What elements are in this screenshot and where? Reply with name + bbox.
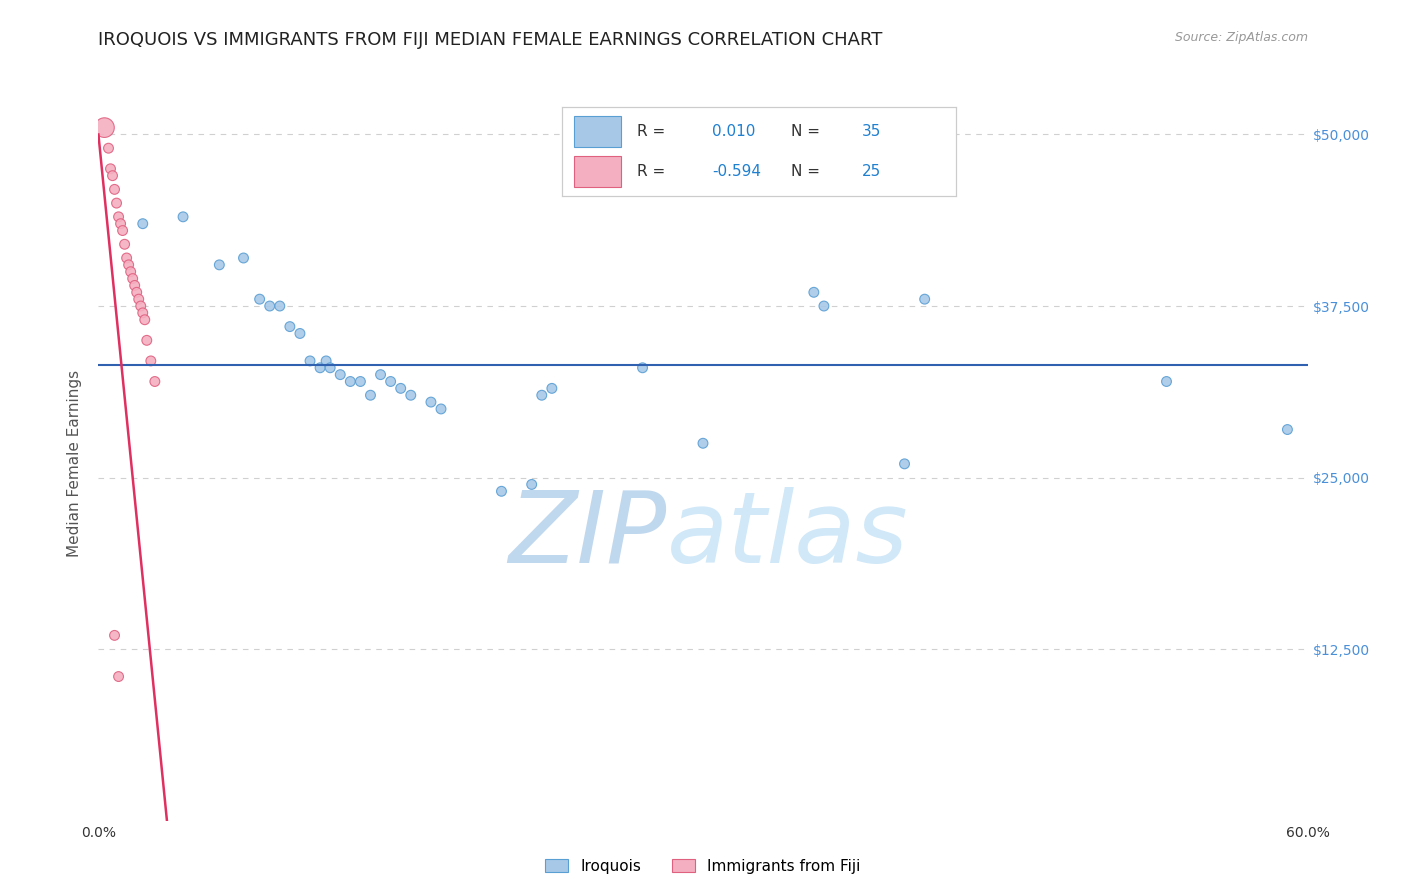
Point: [520, 477, 543, 491]
Point: [97, 141, 120, 155]
Point: [1156, 375, 1178, 389]
Point: [1277, 423, 1299, 437]
Point: [803, 285, 825, 300]
Text: ZIP: ZIP: [509, 487, 666, 583]
Y-axis label: Median Female Earnings: Median Female Earnings: [67, 370, 83, 558]
Text: -0.594: -0.594: [711, 164, 761, 178]
Point: [143, 375, 166, 389]
Point: [349, 375, 371, 389]
Point: [315, 354, 337, 368]
Text: 0.010: 0.010: [711, 124, 755, 138]
Point: [329, 368, 352, 382]
Point: [107, 210, 129, 224]
Point: [893, 457, 915, 471]
Point: [319, 360, 342, 375]
Point: [135, 334, 157, 348]
Point: [914, 292, 936, 306]
Text: N =: N =: [790, 164, 820, 178]
Text: 35: 35: [862, 124, 882, 138]
Point: [430, 401, 453, 416]
Legend: Iroquois, Immigrants from Fiji: Iroquois, Immigrants from Fiji: [540, 853, 866, 880]
Point: [110, 217, 132, 231]
Point: [111, 223, 134, 237]
Point: [101, 169, 124, 183]
Point: [105, 196, 128, 211]
Point: [107, 669, 129, 683]
Point: [103, 182, 125, 196]
Point: [100, 161, 122, 176]
Text: IROQUOIS VS IMMIGRANTS FROM FIJI MEDIAN FEMALE EARNINGS CORRELATION CHART: IROQUOIS VS IMMIGRANTS FROM FIJI MEDIAN …: [98, 31, 883, 49]
Point: [631, 360, 654, 375]
Point: [259, 299, 281, 313]
Text: 25: 25: [862, 164, 880, 178]
Point: [115, 251, 138, 265]
Point: [134, 312, 156, 326]
Point: [232, 251, 254, 265]
Point: [118, 258, 141, 272]
Point: [380, 375, 402, 389]
Text: atlas: atlas: [666, 487, 908, 583]
Point: [360, 388, 382, 402]
Point: [299, 354, 322, 368]
Text: R =: R =: [637, 164, 665, 178]
Point: [389, 381, 412, 395]
Point: [370, 368, 392, 382]
Point: [491, 484, 513, 499]
Point: [132, 306, 155, 320]
Point: [120, 265, 142, 279]
Point: [114, 237, 136, 252]
FancyBboxPatch shape: [574, 116, 621, 147]
Point: [692, 436, 714, 450]
Point: [93, 120, 115, 135]
Point: [278, 319, 301, 334]
Point: [121, 271, 143, 285]
Point: [541, 381, 564, 395]
Point: [125, 285, 148, 300]
Text: Source: ZipAtlas.com: Source: ZipAtlas.com: [1174, 31, 1308, 45]
Point: [813, 299, 835, 313]
Point: [399, 388, 422, 402]
Point: [269, 299, 291, 313]
Point: [129, 299, 152, 313]
Point: [339, 375, 361, 389]
Point: [288, 326, 311, 341]
Text: R =: R =: [637, 124, 665, 138]
Point: [249, 292, 271, 306]
Point: [132, 217, 155, 231]
Point: [309, 360, 332, 375]
Point: [103, 628, 125, 642]
Point: [172, 210, 194, 224]
Point: [420, 395, 443, 409]
Text: N =: N =: [790, 124, 820, 138]
Point: [128, 292, 150, 306]
FancyBboxPatch shape: [574, 156, 621, 187]
Point: [208, 258, 231, 272]
Point: [124, 278, 146, 293]
Point: [530, 388, 553, 402]
Point: [139, 354, 162, 368]
